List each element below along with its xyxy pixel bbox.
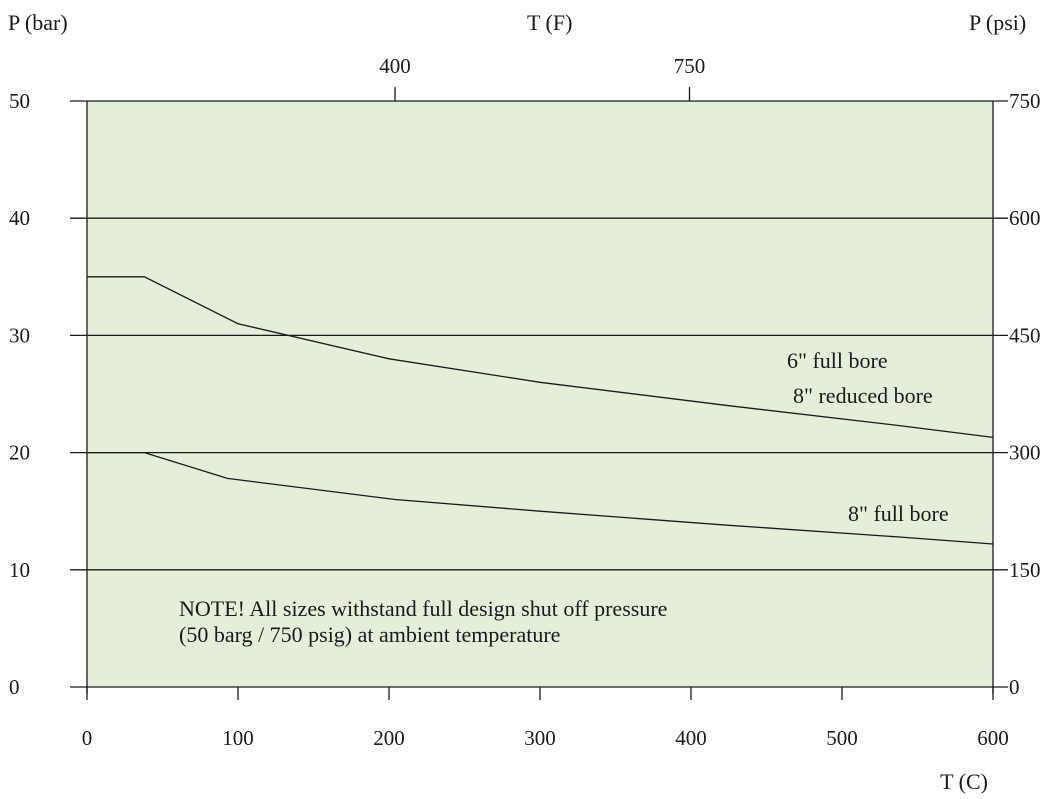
x-tick-label: 100	[222, 726, 254, 750]
x-top-axis-label: T (F)	[527, 10, 572, 35]
x-tick-label: 500	[826, 726, 858, 750]
series-2-label: 8" full bore	[848, 501, 949, 526]
x-tick-label: 300	[524, 726, 556, 750]
y-left-tick-label: 10	[9, 558, 30, 582]
x-tick-label: 400	[675, 726, 707, 750]
y-left-tick-label: 50	[9, 89, 30, 113]
note-line-2: (50 barg / 750 psig) at ambient temperat…	[179, 622, 560, 647]
x-top-tick-label: 750	[674, 54, 706, 78]
y-right-axis-label: P (psi)	[969, 10, 1026, 35]
y-left-tick-label: 0	[9, 675, 20, 699]
note-line-1: NOTE! All sizes withstand full design sh…	[179, 596, 667, 621]
y-left-tick-label: 40	[9, 206, 30, 230]
y-left-tick-label: 30	[9, 323, 30, 347]
x-top-tick-label: 400	[379, 54, 411, 78]
x-tick-label: 200	[373, 726, 405, 750]
y-right-tick-label: 750	[1009, 89, 1041, 113]
series-1-label-line-1: 6" full bore	[787, 348, 888, 373]
y-left-tick-label: 20	[9, 441, 30, 465]
x-bottom-axis-label: T (C)	[940, 769, 988, 794]
series-1-label-line-2: 8" reduced bore	[793, 383, 933, 408]
y-right-tick-label: 150	[1009, 558, 1041, 582]
y-left-axis-label: P (bar)	[8, 10, 68, 35]
y-right-tick-label: 600	[1009, 206, 1041, 230]
x-tick-label: 0	[82, 726, 93, 750]
y-right-tick-label: 0	[1009, 675, 1020, 699]
y-right-tick-label: 450	[1009, 323, 1041, 347]
y-right-tick-label: 300	[1009, 441, 1041, 465]
x-tick-label: 600	[977, 726, 1009, 750]
